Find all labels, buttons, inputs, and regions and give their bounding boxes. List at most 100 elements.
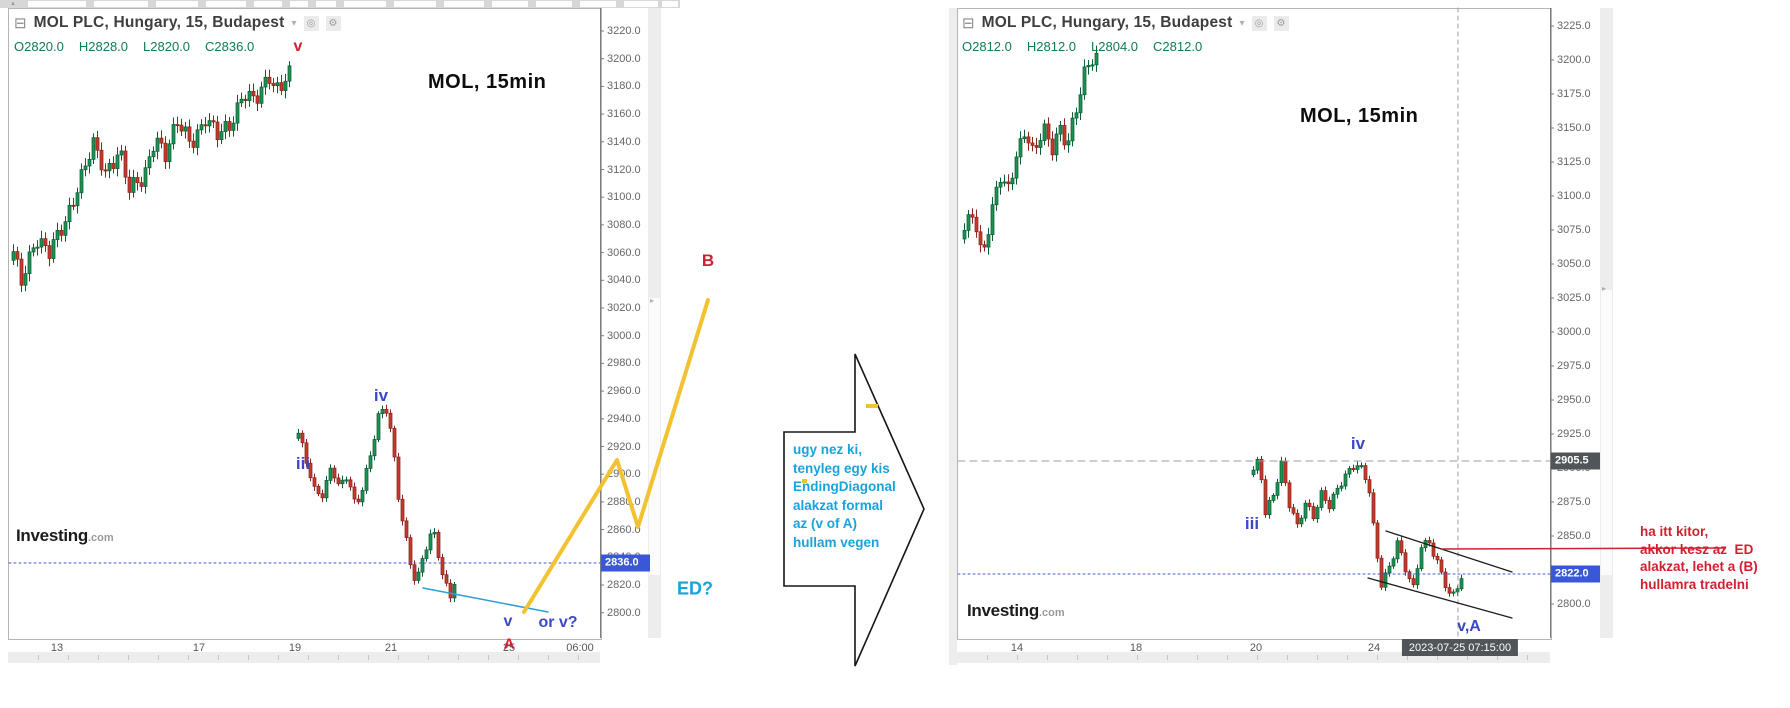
mini-tab-cell [206, 1, 246, 7]
strip-tick [1167, 655, 1168, 660]
annotation-label-b: B [701, 251, 715, 270]
mini-tab-cell [94, 1, 148, 7]
price-axis-tick: 3100.0 [1557, 190, 1591, 202]
price-axis-tick: 3180.0 [607, 80, 641, 93]
price-axis-tick: 3060.0 [607, 246, 641, 259]
annotation-label-iv: iv [1350, 434, 1366, 453]
annotation-label-va: v,A [1457, 618, 1481, 635]
scrollbar-thumb[interactable] [649, 298, 660, 575]
breakout-note-text: ha itt kitor, akkor kesz az ED alakzat, le… [1640, 523, 1758, 593]
strip-tick [68, 655, 69, 660]
price-axis-tick: 3140.0 [607, 135, 641, 148]
crosshair-date-tag: 2023-07-25 07:15:00 [1401, 639, 1519, 656]
price-axis-tick: 3175.0 [1557, 88, 1591, 100]
price-axis-tick: 3220.0 [607, 25, 641, 37]
strip-tick [308, 655, 309, 660]
strip-tick [1377, 655, 1378, 660]
price-axis-tick: 3075.0 [1557, 224, 1591, 236]
left-chart-watermark: MOL, 15min [428, 71, 547, 93]
crosshair-price-tag: 2905.5 [1551, 452, 1600, 470]
annotation-label-orv?: or v? [538, 614, 578, 631]
mini-triangle-icon: ▲ [10, 1, 16, 7]
strip-tick [98, 655, 99, 660]
strip-tick [1077, 655, 1078, 660]
time-axis-tick: 13 [50, 642, 64, 654]
strip-tick [1497, 655, 1498, 660]
strip-tick [1407, 655, 1408, 660]
horizontal-scroll-strip[interactable] [957, 652, 1550, 663]
price-axis-tick: 3200.0 [1557, 54, 1591, 66]
price-axis-tick: 3200.0 [607, 52, 641, 65]
ohlc-readout: O2820.0 H2828.0 L2820.0 C2836.0 [14, 39, 341, 54]
strip-tick [1317, 655, 1318, 660]
logo-suffix: .com [1038, 607, 1065, 619]
price-axis-tick: 2925.0 [1557, 428, 1591, 440]
settings-icon[interactable]: ⚙ [325, 15, 341, 31]
arrow-text-line: az (v of A) [793, 516, 857, 531]
right-chart-plot-area[interactable] [957, 8, 1552, 640]
arrow-text-line: hullam vegen [793, 534, 880, 550]
chevron-down-icon[interactable]: ▾ [291, 17, 297, 29]
logo-text: Investing [16, 526, 88, 545]
mini-tab-cell [444, 1, 484, 7]
mini-tab-cell [344, 1, 386, 7]
scrollbar-thumb[interactable] [1601, 290, 1612, 575]
collapse-icon[interactable]: ⊟ [14, 14, 27, 32]
price-axis-tick: 2940.0 [607, 412, 641, 425]
time-axis-tick: 17 [192, 642, 206, 654]
annotation-label-a: A [503, 635, 515, 653]
collapse-icon[interactable]: ⊟ [962, 14, 975, 32]
strip-tick [1257, 655, 1258, 660]
time-axis-tick: 14 [1010, 642, 1024, 654]
chart-title: MOL PLC, Hungary, 15, Budapest [981, 14, 1233, 31]
vertical-scrollbar[interactable]: ▸ [1600, 8, 1613, 638]
time-axis-tick: 20 [1249, 642, 1263, 654]
snapshot-icon[interactable]: ◎ [1251, 15, 1267, 31]
price-axis-tick: 3050.0 [1557, 258, 1591, 270]
annotation-label-v: v [293, 38, 303, 55]
horizontal-scroll-strip[interactable] [8, 652, 600, 663]
ohlc-close: C2812.0 [1153, 39, 1203, 54]
price-axis-tick: 3020.0 [607, 302, 641, 314]
strip-tick [458, 655, 459, 660]
time-axis-tick: 25 [502, 642, 516, 654]
strip-tick [338, 655, 339, 660]
snapshot-icon[interactable]: ◎ [303, 15, 319, 31]
ohlc-high: H2812.0 [1026, 39, 1077, 54]
arrow-annotation-text: ugy nez ki, tenyleg egy kis EndingDiagonal… [793, 441, 896, 552]
strip-tick [128, 655, 129, 660]
price-axis-tick: 3120.0 [607, 163, 641, 176]
settings-icon[interactable]: ⚙ [1273, 15, 1289, 31]
time-axis-tick: 21 [384, 642, 398, 654]
price-axis-tick: 2860.0 [607, 523, 641, 536]
investing-logo: Investing .com [16, 526, 114, 546]
strip-tick [1467, 655, 1468, 660]
mini-tab-cell [662, 1, 678, 7]
ohlc-open: O2820.0 [14, 39, 64, 54]
time-axis-tick: 18 [1129, 642, 1143, 654]
strip-tick [548, 655, 549, 660]
vertical-scrollbar[interactable]: ▸ [648, 8, 661, 638]
strip-tick [987, 655, 988, 660]
price-axis-tick: 3000.0 [607, 329, 641, 342]
price-axis-tick: 2975.0 [1557, 360, 1591, 372]
arrow-text-line: tenyleg egy kis [793, 460, 890, 476]
left-chart-header: ⊟ MOL PLC, Hungary, 15, Budapest ▾ ◎ ⚙ O… [14, 14, 341, 54]
left-chart-plot-area[interactable] [8, 8, 602, 640]
arrow-text-line: EndingDiagonal [793, 479, 896, 494]
strip-tick [248, 655, 249, 660]
annotation-label-ed?: ED? [677, 578, 713, 599]
mini-tab-cell [156, 1, 198, 7]
vertical-scrollbar[interactable] [949, 8, 957, 665]
top-mini-tabstrip: ▲ [0, 0, 680, 8]
price-axis-tick: 2875.0 [1557, 496, 1591, 508]
note-text-line: alakzat, lehet a (B) [1640, 559, 1758, 574]
last-price-tag: 2836.0 [601, 554, 650, 572]
chevron-down-icon[interactable]: ▾ [1239, 17, 1245, 29]
price-axis-tick: 2820.0 [607, 579, 641, 591]
logo-text: Investing [967, 601, 1039, 620]
scrollbar-arrow-icon[interactable]: ▸ [1602, 284, 1607, 293]
strip-tick [1227, 655, 1228, 660]
scrollbar-arrow-icon[interactable]: ▸ [650, 296, 655, 305]
time-axis-tick: 06:00 [566, 642, 594, 654]
